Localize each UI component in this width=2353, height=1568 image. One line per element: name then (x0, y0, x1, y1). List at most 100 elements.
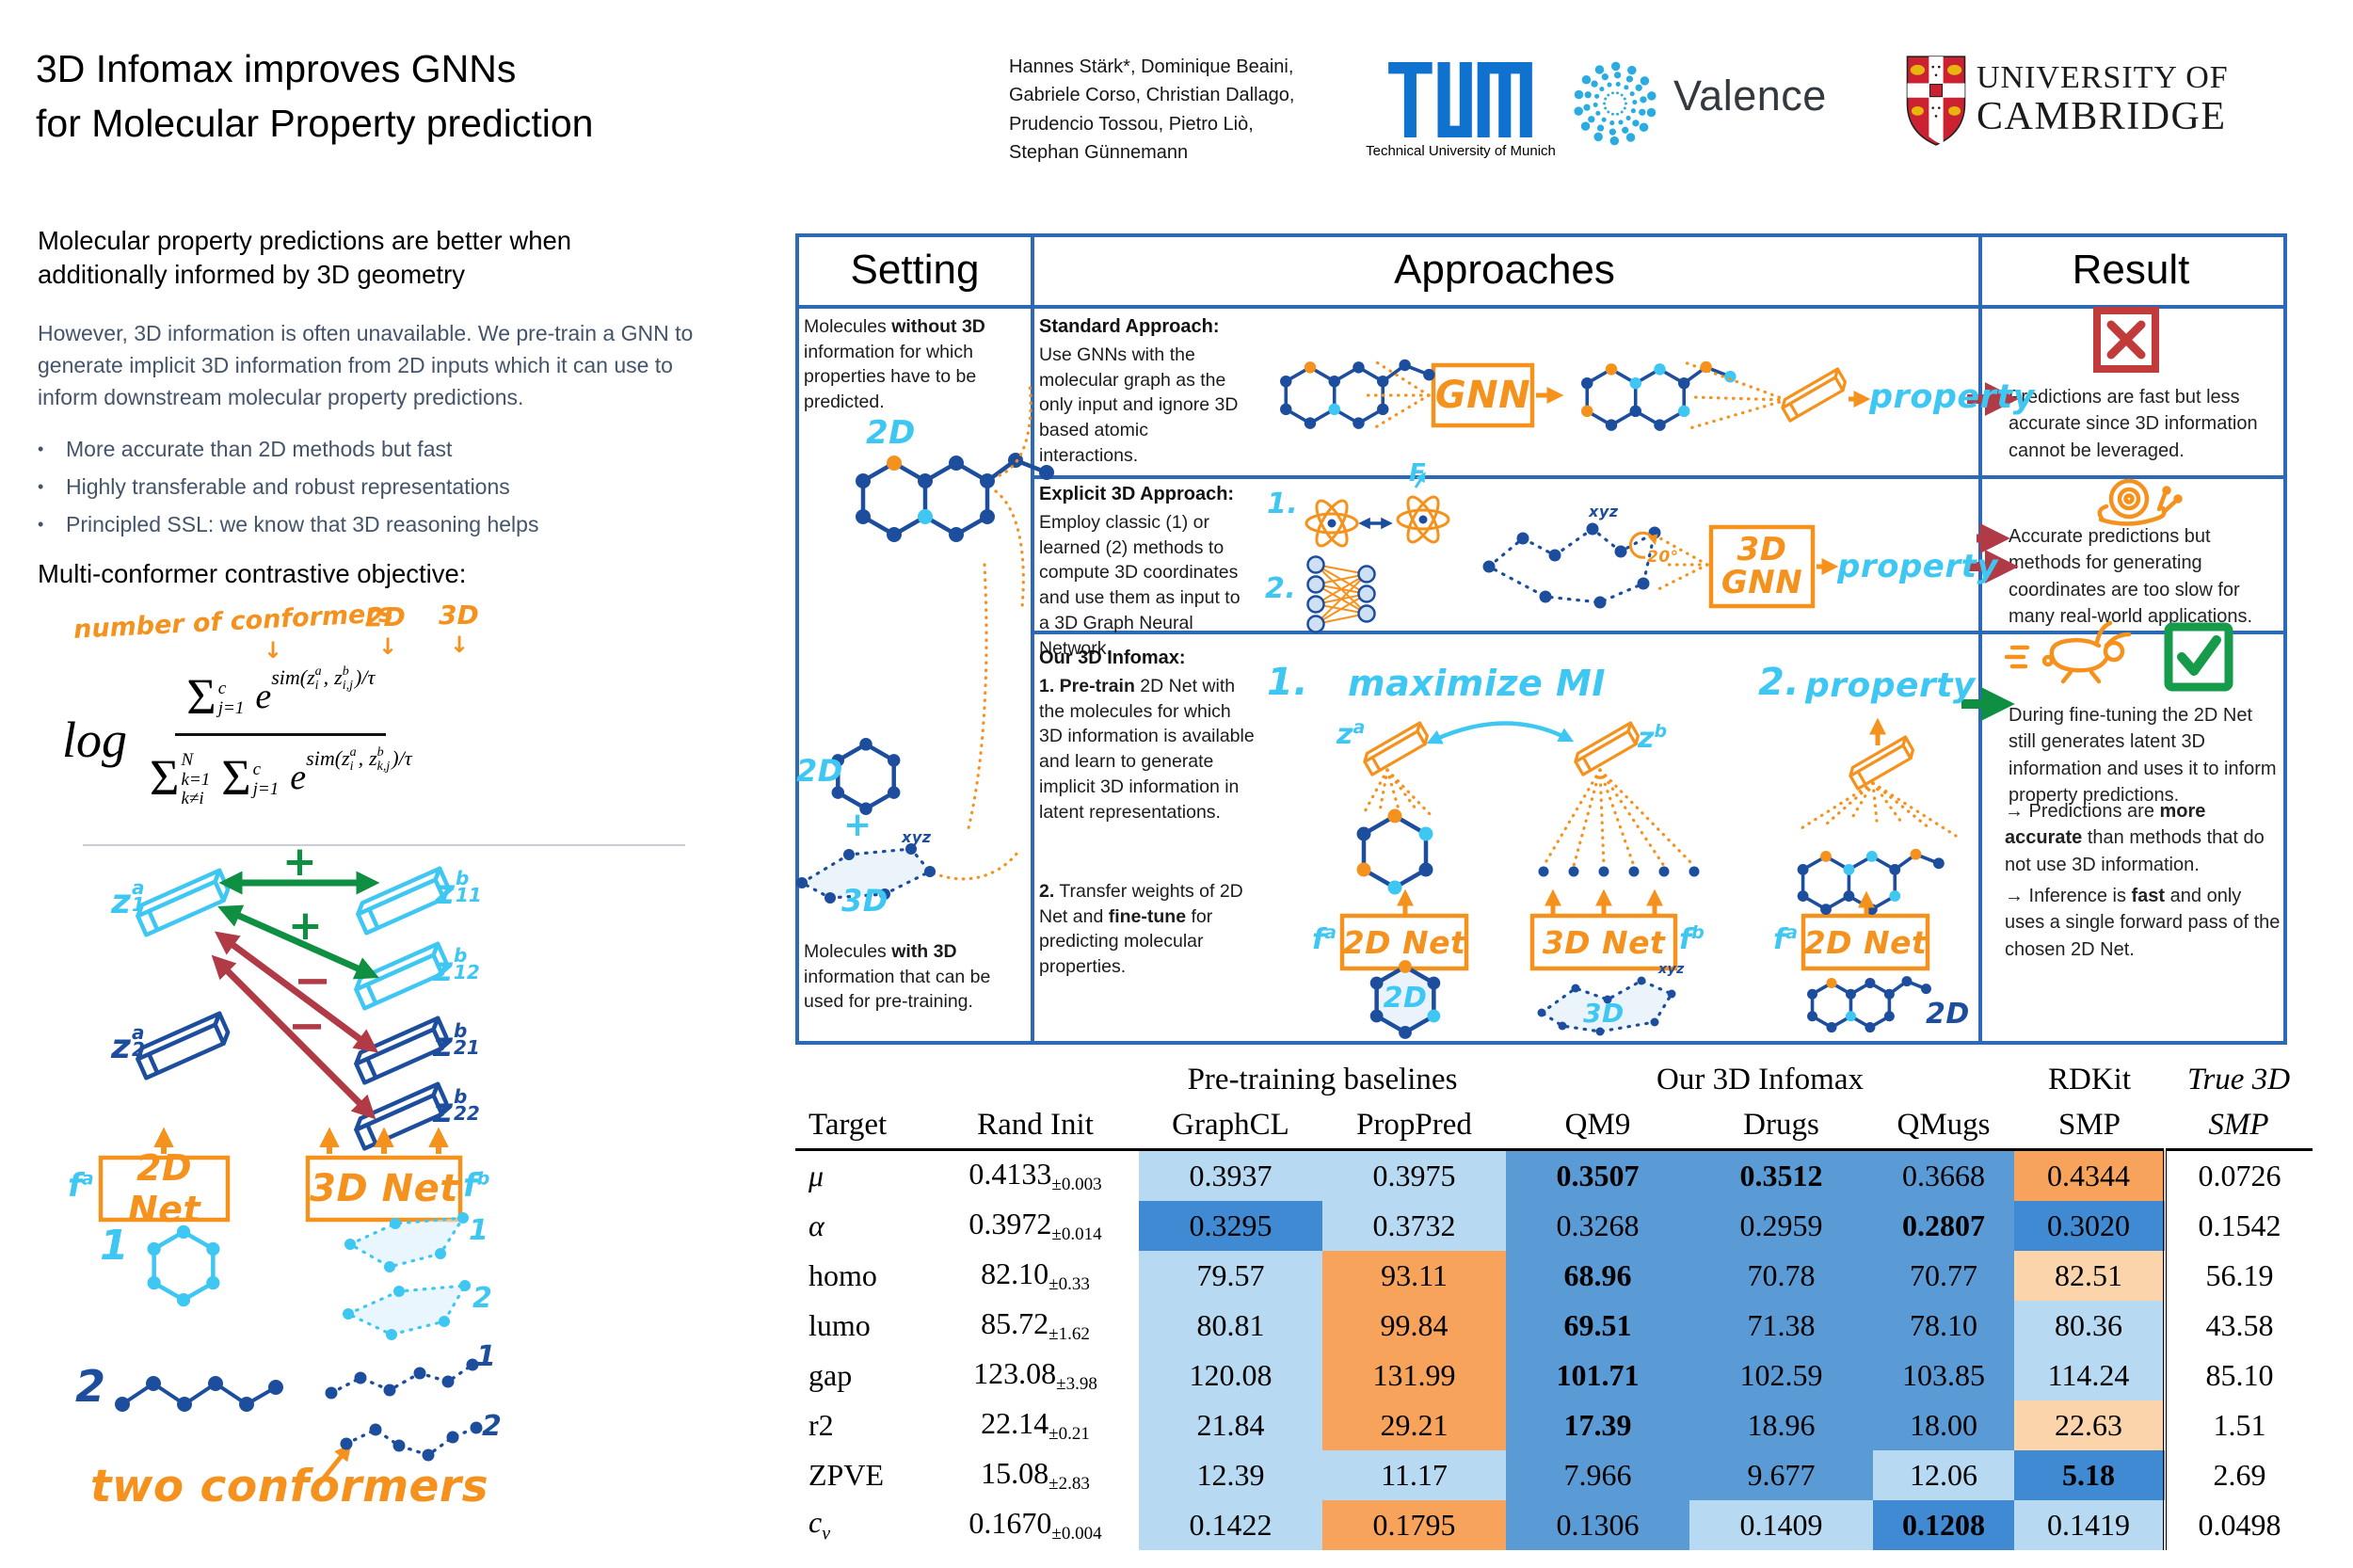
true3d-cell: 1.51 (2163, 1400, 2313, 1450)
value-cell: 102.59 (1689, 1351, 1873, 1400)
value-cell: 0.1419 (2014, 1500, 2165, 1550)
value-cell: 12.39 (1139, 1450, 1322, 1500)
maximize-mi-label: maximize MI (1348, 663, 1606, 704)
bullet-item: • Highly transferable and robust represen… (38, 474, 510, 499)
fb-label: fb (1679, 922, 1705, 956)
table-row: gap 123.08±3.98 120.08 131.99 101.71 102.59 10… (795, 1351, 2313, 1400)
approach-3-step-2: 2. Transfer weights of 2D Net and fine-t… (1039, 881, 1243, 978)
table-row: lumo 85.72±1.62 80.81 99.84 69.51 71.38 78.10 8… (795, 1301, 2313, 1351)
value-cell: 0.2807 (1873, 1201, 2014, 1251)
table-group-header: True 3D (2186, 1062, 2291, 1096)
table-group-header: Our 3D Infomax (1657, 1062, 1864, 1096)
value-cell: 114.24 (2014, 1351, 2165, 1400)
target-cell: μ (808, 1159, 824, 1192)
tum-logo (1388, 62, 1532, 137)
value-cell: 68.96 (1506, 1251, 1689, 1301)
value-cell: 0.3937 (1139, 1149, 1322, 1201)
true3d-cell: 43.58 (2163, 1301, 2313, 1351)
3d-net-label: 3D Net (310, 1167, 458, 1210)
2d-molecule-label: 2D (1383, 981, 1428, 1015)
value-cell: 101.71 (1506, 1351, 1689, 1400)
2d-molecule-label: 2D (1926, 998, 1970, 1031)
value-cell: 12.06 (1873, 1450, 2014, 1500)
value-cell: 0.2959 (1689, 1201, 1873, 1251)
value-cell: 0.1409 (1689, 1500, 1873, 1550)
column-header-result: Result (2072, 247, 2190, 293)
two-conformers-caption: two conformers (90, 1461, 489, 1512)
value-cell: 131.99 (1322, 1351, 1506, 1400)
3d-molecule-label: 3D (1583, 998, 1625, 1029)
value-cell: 0.3975 (1322, 1149, 1506, 1201)
rand-init-cell: 0.1670±0.004 (968, 1506, 1102, 1544)
divider (799, 305, 2283, 309)
intro-heading: Molecular property predictions are bette… (38, 226, 572, 290)
table-row: μ 0.4133±0.003 0.3937 0.3975 0.3507 0.3512 0.3… (795, 1149, 2313, 1201)
value-cell: 5.18 (2014, 1450, 2165, 1500)
divider (1978, 237, 1982, 1041)
approach-3-step-1: 1. Pre-train 2D Net with the molecules f… (1039, 676, 1255, 823)
value-cell: 21.84 (1139, 1400, 1322, 1450)
xyz-label: xyz (1658, 962, 1685, 977)
down-arrow-icon: ↓ (450, 632, 470, 658)
results-table: Pre-training baselines Our 3D Infomax RDKi… (795, 1058, 2313, 1550)
value-cell: 29.21 (1322, 1400, 1506, 1450)
result-3-text-1: During fine-tuning the 2D Net still gene… (2009, 705, 2277, 807)
value-cell: 0.3668 (1873, 1149, 2014, 1201)
fa-label: fa (1773, 922, 1798, 956)
table-row: cv 0.1670±0.004 0.1422 0.1795 0.1306 0.1409 0.… (795, 1500, 2313, 1550)
table-column-header: SMP (2165, 1101, 2313, 1151)
minus-sign: − (288, 1000, 327, 1052)
conformer-label: 2 (472, 1282, 493, 1315)
cambridge-shield-icon (1906, 56, 1966, 146)
value-cell: 9.677 (1689, 1450, 1873, 1500)
xyz-label: xyz (1589, 503, 1619, 520)
value-cell: 78.10 (1873, 1301, 2014, 1351)
plus-sign: + (288, 902, 323, 950)
rand-init-cell: 15.08±2.83 (981, 1456, 1090, 1494)
step-1-label: 1. (1267, 661, 1309, 704)
rand-init-cell: 82.10±0.33 (981, 1256, 1090, 1294)
approach-1-title: Standard Approach: (1039, 316, 1220, 337)
table-column-header: QM9 (1506, 1101, 1689, 1151)
setting-top-text: Molecules without 3D information for whi… (804, 316, 985, 413)
annotation-number-of-conformers: number of conformers (72, 599, 394, 645)
true3d-cell: 85.10 (2163, 1351, 2313, 1400)
approach-2-body: Employ classic (1) or learned (2) method… (1039, 512, 1241, 659)
setting-2d-label: 2D (796, 753, 843, 789)
column-header-setting: Setting (850, 247, 980, 293)
conformer-label: 2 (482, 1410, 503, 1443)
title-line-1: 3D Infomax improves GNNs (36, 47, 517, 90)
z21b-label: z b 21 (433, 1019, 480, 1064)
value-cell: 70.78 (1689, 1251, 1873, 1301)
bullet-item: • More accurate than 2D methods but fast (38, 437, 453, 461)
bullet-item: • Principled SSL: we know that 3D reasoni… (38, 512, 539, 536)
minus-sign: − (294, 954, 332, 1007)
bullet-marker: • (38, 515, 44, 534)
true3d-cell: 2.69 (2163, 1450, 2313, 1500)
2d-net-label: 2D Net (1803, 923, 1928, 961)
annotation-2d: 2D (365, 601, 406, 632)
value-cell: 0.1208 (1873, 1500, 2014, 1550)
intro-paragraph: However, 3D information is often unavail… (38, 321, 694, 409)
rand-init-cell: 0.4133±0.003 (968, 1157, 1102, 1194)
z12b-label: z b 12 (433, 944, 480, 989)
step-2-label: 2. (1265, 572, 1297, 605)
rand-init-cell: 85.72±1.62 (981, 1306, 1090, 1344)
value-cell: 0.1795 (1322, 1500, 1506, 1550)
table-row: r2 22.14±0.21 21.84 29.21 17.39 18.96 18.00 22.… (795, 1400, 2313, 1450)
table-group-header: Pre-training baselines (1187, 1062, 1458, 1096)
zb-label: zb (1638, 721, 1668, 755)
rand-init-cell: 123.08±3.98 (973, 1356, 1097, 1394)
table-column-header: SMP (2014, 1101, 2165, 1151)
value-cell: 99.84 (1322, 1301, 1506, 1351)
table-group-header (795, 1058, 932, 1101)
approach-1-body: Use GNNs with the molecular graph as the… (1039, 344, 1239, 466)
fa-label: fa (1312, 922, 1337, 956)
3d-gnn-label: 3D GNN (1721, 531, 1803, 601)
fa-label: fa (68, 1167, 94, 1205)
